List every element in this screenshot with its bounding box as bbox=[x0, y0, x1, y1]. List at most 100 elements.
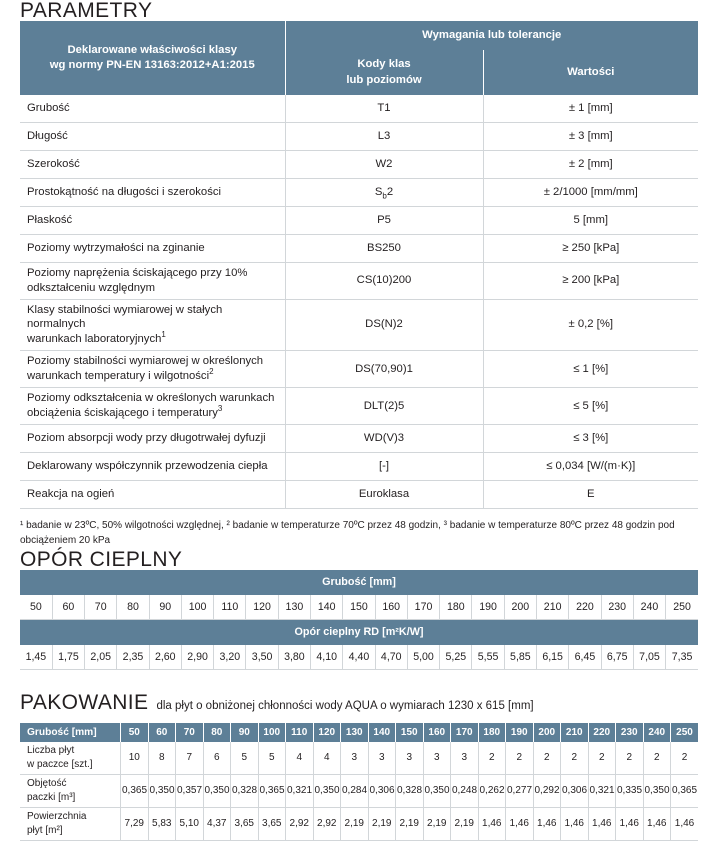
packaging-value-cell: 2 bbox=[615, 741, 643, 775]
parameter-value-cell: ± 0,2 [%] bbox=[482, 299, 699, 352]
section-title-opor-cieplny: OPÓR CIEPLNY bbox=[20, 547, 183, 571]
header-requirements: Wymagania lub tolerancje bbox=[284, 21, 699, 51]
packaging-thickness-header-cell: 120 bbox=[312, 722, 341, 742]
pakowanie-subtitle: dla płyt o obniżonej chłonności wody AQU… bbox=[156, 699, 534, 712]
packaging-value-cell: 7 bbox=[175, 741, 203, 775]
thermal-thickness-cell: 230 bbox=[600, 594, 634, 620]
packaging-value-cell: 4 bbox=[312, 741, 341, 775]
packaging-header-row: Grubość [mm] 50 60 70 80 90 100 110 120 130 140 15… bbox=[20, 722, 698, 742]
specification-page: PARAMETRY Deklarowane właściwości klasy … bbox=[20, 0, 699, 841]
thermal-resistance-cell: 5,85 bbox=[503, 644, 537, 670]
packaging-thickness-header-cell: 200 bbox=[532, 722, 561, 742]
packaging-value-cell: 1,46 bbox=[477, 807, 506, 841]
packaging-header-label: Grubość [mm] bbox=[20, 722, 121, 742]
packaging-value-cell: 10 bbox=[120, 741, 148, 775]
header-codes-column: Kody klas lub poziomów bbox=[284, 50, 483, 95]
packaging-row-label: Objętość paczki [m³] bbox=[20, 774, 121, 808]
packaging-value-cell: 0,365 bbox=[257, 774, 286, 808]
packaging-value-cell: 5 bbox=[257, 741, 286, 775]
packaging-value-cell: 3 bbox=[422, 741, 451, 775]
table-row: Deklarowany współczynnik przewodzenia ci… bbox=[20, 452, 699, 481]
packaging-value-cell: 0,365 bbox=[670, 774, 698, 808]
parameter-property-cell: Długość bbox=[20, 122, 285, 151]
packaging-value-cell: 8 bbox=[147, 741, 176, 775]
thermal-thickness-cell: 130 bbox=[277, 594, 311, 620]
parameter-property-line: Poziomy odkształcenia w określonych waru… bbox=[27, 392, 275, 405]
packaging-value-cell: 2 bbox=[477, 741, 506, 775]
packaging-value-cell: 3 bbox=[395, 741, 423, 775]
parameter-property-cell: Grubość bbox=[20, 94, 285, 123]
parameter-value-cell: ± 2/1000 [mm/mm] bbox=[482, 178, 699, 207]
parameter-property-cell: Poziomy naprężenia ściskającego przy 10%… bbox=[20, 262, 285, 300]
table-row: Klasy stabilności wymiarowej w stałych n… bbox=[20, 299, 699, 352]
packaging-thickness-header-cell: 210 bbox=[560, 722, 588, 742]
parameter-value-cell: E bbox=[482, 480, 699, 509]
packaging-value-cell: 3 bbox=[340, 741, 368, 775]
table-row: Poziom absorpcji wody przy długotrwałej … bbox=[20, 424, 699, 453]
packaging-value-cell: 6 bbox=[202, 741, 231, 775]
thermal-resistance-cell: 7,05 bbox=[632, 644, 666, 670]
packaging-value-cell: 0,321 bbox=[587, 774, 616, 808]
parameter-property-cell: Deklarowany współczynnik przewodzenia ci… bbox=[20, 452, 285, 481]
header-codes-line1: Kody klas bbox=[357, 58, 411, 71]
packaging-value-cell: 3 bbox=[367, 741, 396, 775]
table-row: Szerokość W2 ± 2 [mm] bbox=[20, 150, 699, 179]
packaging-value-cell: 1,46 bbox=[532, 807, 561, 841]
parameter-code-cell: Euroklasa bbox=[284, 480, 483, 509]
parameter-code-cell: W2 bbox=[284, 150, 483, 179]
packaging-value-cell: 2 bbox=[532, 741, 561, 775]
parameter-value-cell: 5 [mm] bbox=[482, 206, 699, 235]
packaging-thickness-header-cell: 80 bbox=[202, 722, 231, 742]
packaging-value-cell: 2 bbox=[642, 741, 671, 775]
packaging-value-cell: 1,46 bbox=[560, 807, 588, 841]
packaging-value-cell: 2,92 bbox=[285, 807, 313, 841]
thermal-thickness-cell: 90 bbox=[148, 594, 182, 620]
thermal-thickness-cell: 240 bbox=[632, 594, 666, 620]
thermal-resistance-cell: 7,35 bbox=[665, 644, 698, 670]
packaging-value-cell: 2,19 bbox=[422, 807, 451, 841]
thermal-resistance-cell: 3,20 bbox=[213, 644, 246, 670]
parameter-code-cell: DS(70,90)1 bbox=[284, 350, 483, 389]
parameter-property-cell: Reakcja na ogień bbox=[20, 480, 285, 509]
packaging-value-cell: 2 bbox=[505, 741, 533, 775]
parameter-code-cell: L3 bbox=[284, 122, 483, 151]
packaging-value-cell: 5,10 bbox=[175, 807, 203, 841]
table-row: Długość L3 ± 3 [mm] bbox=[20, 122, 699, 151]
parameter-property-cell: Płaskość bbox=[20, 206, 285, 235]
packaging-thickness-header-cell: 140 bbox=[367, 722, 396, 742]
thermal-resistance-table: Grubość [mm] 50 60 70 80 90 100 110 120 130 140 15… bbox=[20, 569, 698, 670]
packaging-row-label: Liczba płyt w paczce [szt.] bbox=[20, 741, 121, 775]
parameter-code-cell: T1 bbox=[284, 94, 483, 123]
packaging-value-cell: 0,277 bbox=[505, 774, 533, 808]
parameter-code-cell: WD(V)3 bbox=[284, 424, 483, 453]
thermal-thickness-cell: 170 bbox=[406, 594, 440, 620]
table-row: Reakcja na ogień Euroklasa E bbox=[20, 480, 699, 509]
parameter-property-line: Poziomy naprężenia ściskającego przy 10% bbox=[27, 266, 248, 279]
table-row: Płaskość P5 5 [mm] bbox=[20, 206, 699, 235]
packaging-value-cell: 0,306 bbox=[367, 774, 396, 808]
packaging-value-cell: 2,19 bbox=[450, 807, 478, 841]
thermal-thickness-cell: 70 bbox=[84, 594, 117, 620]
packaging-table: Grubość [mm] 50 60 70 80 90 100 110 120 130 140 15… bbox=[20, 722, 698, 841]
header-property-line2: wg normy PN-EN 13163:2012+A1:2015 bbox=[49, 58, 255, 71]
packaging-value-cell: 0,335 bbox=[615, 774, 643, 808]
header-values-column: Wartości bbox=[482, 50, 699, 95]
parameter-property-cell: Poziomy stabilności wymiarowej w określo… bbox=[20, 350, 285, 389]
footnote-marker: 3 bbox=[217, 404, 223, 414]
packaging-value-cell: 5 bbox=[230, 741, 258, 775]
packaging-row-label-line: Powierzchnia bbox=[27, 811, 87, 823]
parameter-code-cell: [-] bbox=[284, 452, 483, 481]
code-subscript: b bbox=[382, 191, 387, 201]
packaging-thickness-header-cell: 250 bbox=[670, 722, 698, 742]
parameters-table-body: Grubość T1 ± 1 [mm] Długość L3 ± 3 [mm] Szerok… bbox=[20, 94, 699, 509]
parameters-footnote: ¹ badanie w 23ºC, 50% wilgotności względ… bbox=[20, 519, 675, 547]
packaging-value-cell: 0,350 bbox=[202, 774, 231, 808]
packaging-thickness-header-cell: 230 bbox=[615, 722, 643, 742]
thermal-resistance-cell: 5,00 bbox=[406, 644, 440, 670]
parameter-property-line: odkształceniu względnym bbox=[27, 281, 156, 294]
packaging-value-cell: 5,83 bbox=[147, 807, 176, 841]
thermal-thickness-cell: 110 bbox=[213, 594, 246, 620]
thermal-resistance-cell: 2,35 bbox=[116, 644, 150, 670]
packaging-value-cell: 7,29 bbox=[120, 807, 148, 841]
parameter-property-line: obciążenia ściskającego i temperatury3 bbox=[27, 404, 223, 419]
